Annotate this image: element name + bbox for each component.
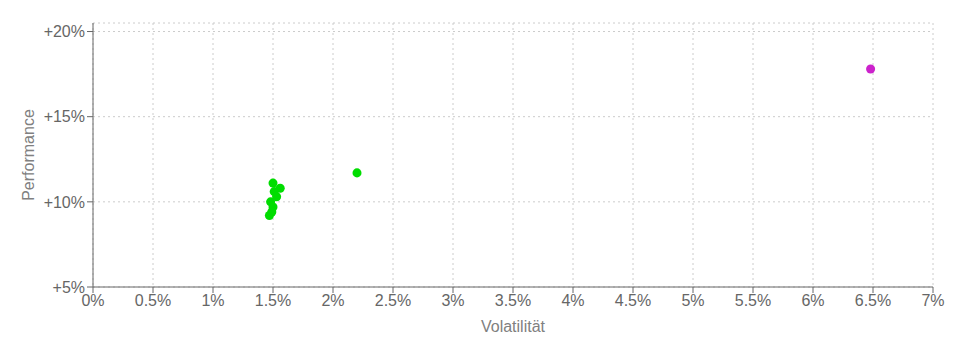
svg-text:5.5%: 5.5% (735, 292, 771, 309)
svg-text:1.5%: 1.5% (255, 292, 291, 309)
svg-text:3%: 3% (441, 292, 464, 309)
svg-text:+10%: +10% (44, 194, 85, 211)
svg-text:2.5%: 2.5% (375, 292, 411, 309)
svg-text:+15%: +15% (44, 108, 85, 125)
svg-text:Performance: Performance (20, 109, 37, 201)
svg-text:Volatilität: Volatilität (481, 318, 546, 335)
svg-text:6.5%: 6.5% (855, 292, 891, 309)
svg-text:0%: 0% (81, 292, 105, 310)
svg-text:7%: 7% (921, 292, 944, 309)
svg-text:+5%: +5% (53, 279, 85, 296)
svg-text:4.5%: 4.5% (615, 292, 651, 309)
svg-text:1%: 1% (201, 292, 224, 309)
svg-text:0.5%: 0.5% (135, 292, 171, 309)
svg-text:3.5%: 3.5% (495, 292, 531, 309)
svg-text:4%: 4% (561, 292, 584, 309)
svg-text:2%: 2% (321, 292, 344, 309)
svg-text:5%: 5% (681, 292, 704, 309)
svg-text:+20%: +20% (44, 23, 85, 40)
svg-text:6%: 6% (801, 292, 824, 309)
